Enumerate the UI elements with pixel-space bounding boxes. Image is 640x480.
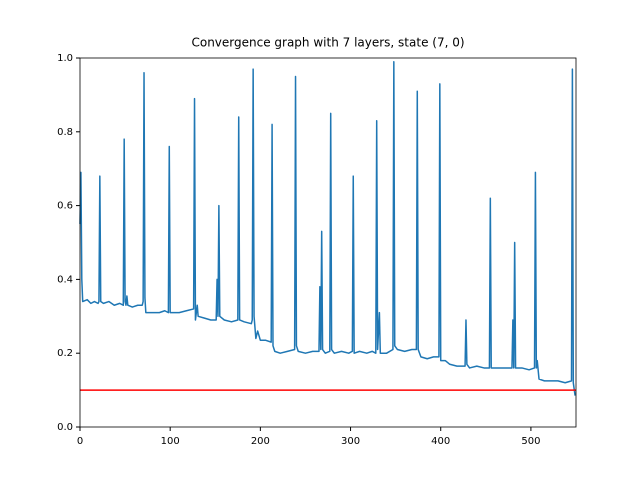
plot-frame xyxy=(79,57,577,428)
y-tick-label: 1.0 xyxy=(57,53,73,64)
y-tick-label: 0.0 xyxy=(57,422,73,433)
x-tick-label: 400 xyxy=(431,436,450,447)
y-tick-label: 0.6 xyxy=(57,201,73,212)
y-tick-label: 0.8 xyxy=(57,127,73,138)
chart-title: Convergence graph with 7 layers, state (… xyxy=(191,36,464,50)
x-tick-label: 100 xyxy=(161,436,180,447)
x-tick-label: 200 xyxy=(251,436,270,447)
x-tick-label: 0 xyxy=(77,436,83,447)
y-tick-label: 0.2 xyxy=(57,348,73,359)
x-tick-label: 500 xyxy=(521,436,540,447)
data-line xyxy=(79,60,576,396)
y-tick-label: 0.4 xyxy=(57,274,73,285)
x-tick-label: 300 xyxy=(341,436,360,447)
